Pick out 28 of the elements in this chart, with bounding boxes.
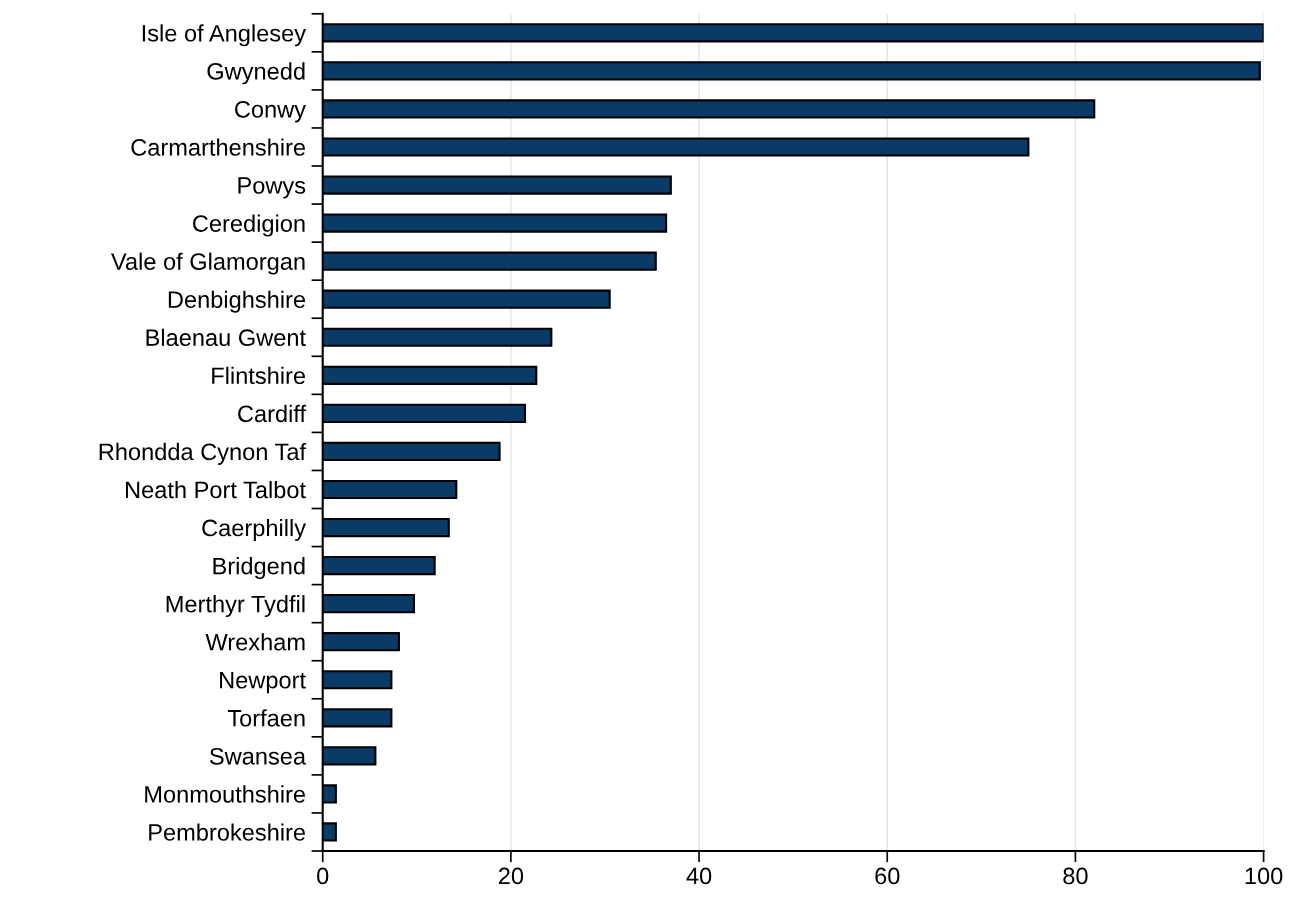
- y-tick-label: Neath Port Talbot: [125, 480, 306, 499]
- x-tick-label: 60: [875, 867, 900, 885]
- x-tick-label: 100: [1245, 867, 1283, 885]
- y-tick-label: Monmouthshire: [145, 785, 305, 803]
- x-tick-label: 0: [317, 867, 329, 885]
- y-tick-label: Ceredigion: [193, 214, 305, 237]
- y-tick-label: Rhondda Cynon Taf: [99, 442, 307, 465]
- y-tick-label: Isle of Anglesey: [142, 24, 306, 47]
- y-tick-label: Vale of Glamorgan: [111, 252, 305, 275]
- y-tick-label: Blaenau Gwent: [146, 328, 306, 347]
- x-tick-label: 20: [498, 867, 524, 885]
- y-tick-label: Flintshire: [212, 366, 305, 385]
- y-tick-label: Merthyr Tydfil: [166, 595, 305, 618]
- y-tick-label: Conwy: [235, 101, 306, 123]
- y-tick-label: Pembrokeshire: [149, 823, 305, 841]
- y-tick-label: Swansea: [209, 747, 307, 765]
- y-tick-label: Bridgend: [213, 557, 305, 580]
- y-tick-label: Torfaen: [227, 709, 305, 727]
- x-tick-label: 80: [1063, 867, 1088, 885]
- x-tick-label: 40: [686, 867, 712, 885]
- y-tick-label: Carmarthenshire: [131, 138, 305, 156]
- y-tick-label: Gwynedd: [207, 62, 305, 85]
- y-tick-label: Wrexham: [205, 633, 305, 651]
- y-tick-label: Newport: [220, 672, 306, 694]
- y-tick-label: Powys: [238, 177, 306, 199]
- y-tick-label: Caerphilly: [202, 518, 306, 541]
- y-tick-label: Cardiff: [238, 404, 307, 423]
- y-tick-label: Denbighshire: [168, 290, 305, 313]
